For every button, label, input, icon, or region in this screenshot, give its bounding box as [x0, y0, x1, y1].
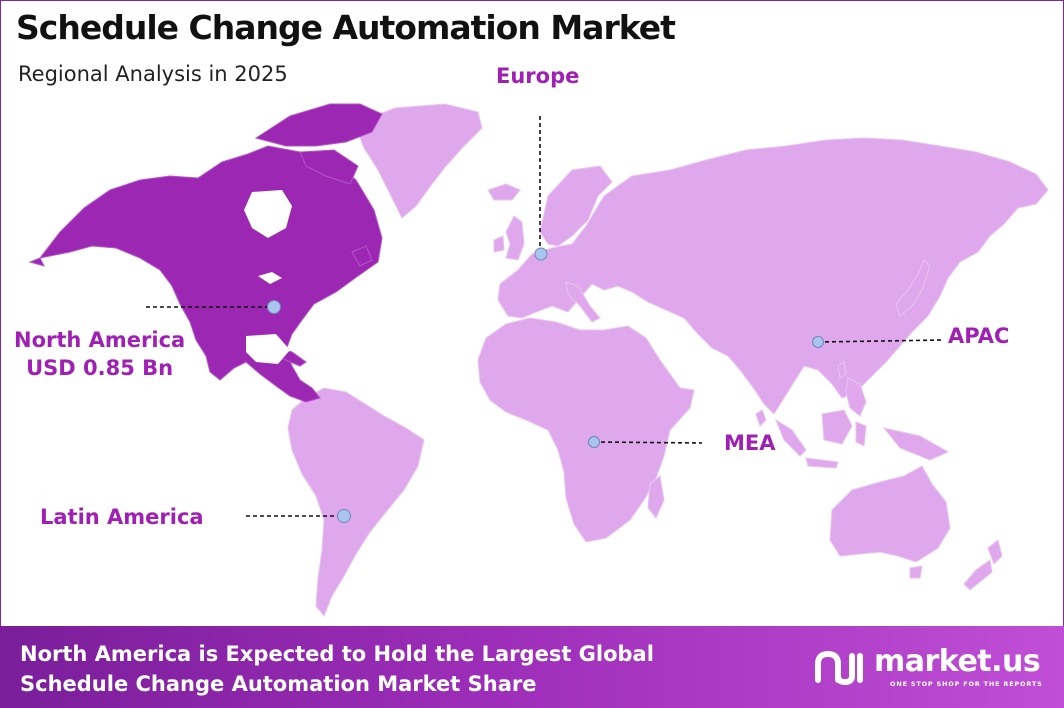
- label-europe: Europe: [496, 64, 580, 88]
- land-japan: [895, 259, 931, 317]
- great-lakes: [258, 272, 282, 284]
- footer-banner: North America is Expected to Hold the La…: [0, 626, 1064, 708]
- land-africa: [477, 317, 695, 543]
- page-subtitle: Regional Analysis in 2025: [18, 62, 288, 86]
- brand-tagline: ONE STOP SHOP FOR THE REPORTS: [890, 680, 1043, 688]
- label-apac: APAC: [948, 324, 1010, 348]
- land-taiwan: [837, 361, 847, 379]
- marker-apac: [812, 336, 824, 348]
- footer-message: North America is Expected to Hold the La…: [20, 639, 654, 699]
- leader-lines: [146, 116, 945, 517]
- land-australia: [829, 465, 951, 563]
- land-sulawesi: [855, 421, 867, 447]
- land-ireland: [493, 235, 505, 253]
- land-newfoundland: [351, 245, 373, 267]
- marker-mea: [588, 436, 600, 448]
- land-sumatra: [774, 418, 807, 457]
- land-srilanka: [755, 409, 767, 427]
- label-north-america: North America USD 0.85 Bn: [14, 326, 185, 382]
- land-newzealand: [987, 539, 1003, 565]
- land-tasmania: [909, 565, 923, 579]
- gulf-of-mexico: [246, 334, 290, 364]
- marker-north-america: [267, 300, 281, 314]
- hudson-bay: [244, 190, 292, 238]
- footer-line-1: North America is Expected to Hold the La…: [20, 642, 654, 666]
- land-scandinavia: [539, 165, 613, 247]
- land-java: [805, 457, 839, 469]
- marker-europe: [534, 247, 548, 261]
- north-america-highlight: [28, 103, 383, 403]
- land-philippines: [845, 377, 867, 417]
- land-south-america: [287, 387, 425, 617]
- land-alaska-tip: [28, 257, 45, 267]
- land-baffin: [299, 149, 359, 185]
- land-newguinea: [882, 427, 950, 461]
- brand-logo: market.us ONE STOP SHOP FOR THE REPORTS: [812, 644, 1062, 692]
- land-eurasia: [497, 137, 1049, 415]
- market-us-logo-icon: [815, 650, 863, 686]
- markers: [267, 247, 824, 523]
- north-america-value: USD 0.85 Bn: [26, 356, 174, 380]
- other-land: [287, 103, 1049, 617]
- land-arctic-islands: [254, 103, 383, 147]
- footer-line-2: Schedule Change Automation Market Share: [20, 672, 537, 696]
- world-map: [28, 103, 1049, 617]
- brand-name: market.us: [874, 644, 1041, 679]
- land-newzealand-south: [963, 559, 993, 591]
- land-madagascar: [647, 475, 665, 519]
- label-mea: MEA: [724, 431, 776, 455]
- north-america-name: North America: [14, 328, 186, 352]
- marker-latin-america: [337, 509, 351, 523]
- leader-line-apac: [817, 339, 945, 343]
- land-italy: [565, 281, 601, 323]
- land-uk: [505, 215, 525, 261]
- land-borneo: [821, 409, 853, 445]
- page-title: Schedule Change Automation Market: [16, 8, 676, 47]
- land-greenland: [354, 103, 483, 219]
- land-iceland: [487, 183, 521, 201]
- land-north-america: [38, 145, 383, 403]
- label-latin-america: Latin America: [40, 505, 204, 529]
